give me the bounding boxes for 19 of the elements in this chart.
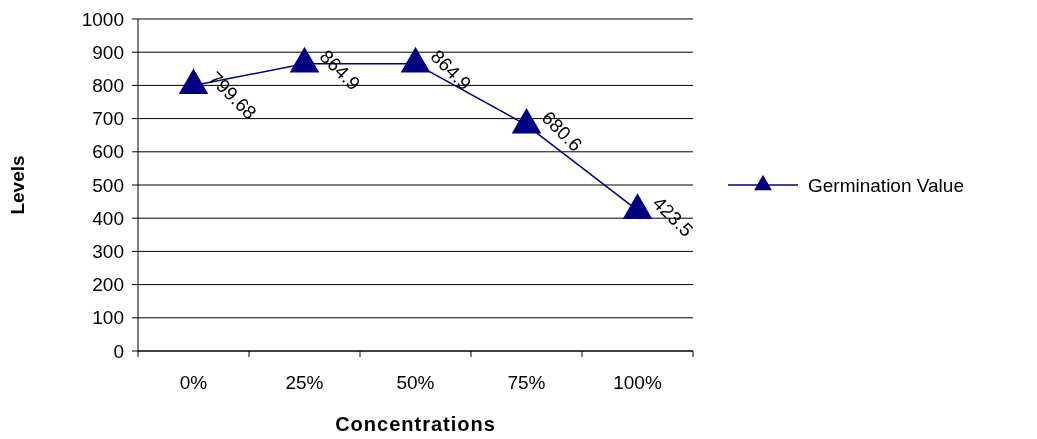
x-tick-label: 50% — [396, 372, 435, 393]
legend-label: Germination Value — [808, 174, 964, 196]
x-tick-label: 100% — [613, 372, 662, 393]
y-tick-label: 200 — [92, 274, 124, 296]
y-tick-label: 0 — [113, 340, 124, 362]
y-tick-label: 900 — [92, 41, 124, 63]
y-tick-label: 700 — [92, 108, 124, 130]
x-tick-label: 0% — [179, 372, 208, 393]
y-tick-label: 600 — [92, 141, 124, 163]
y-tick-label: 1000 — [81, 8, 124, 30]
y-tick-label: 100 — [92, 307, 124, 329]
x-tick-label: 25% — [285, 372, 324, 393]
x-axis-title: Concentrations — [335, 413, 496, 435]
y-tick-label: 800 — [92, 75, 124, 97]
y-tick-label: 500 — [92, 174, 124, 196]
y-tick-label: 300 — [92, 241, 124, 263]
x-tick-label: 75% — [507, 372, 546, 393]
y-axis-title: Levels — [7, 155, 28, 215]
y-tick-label: 400 — [92, 207, 124, 229]
